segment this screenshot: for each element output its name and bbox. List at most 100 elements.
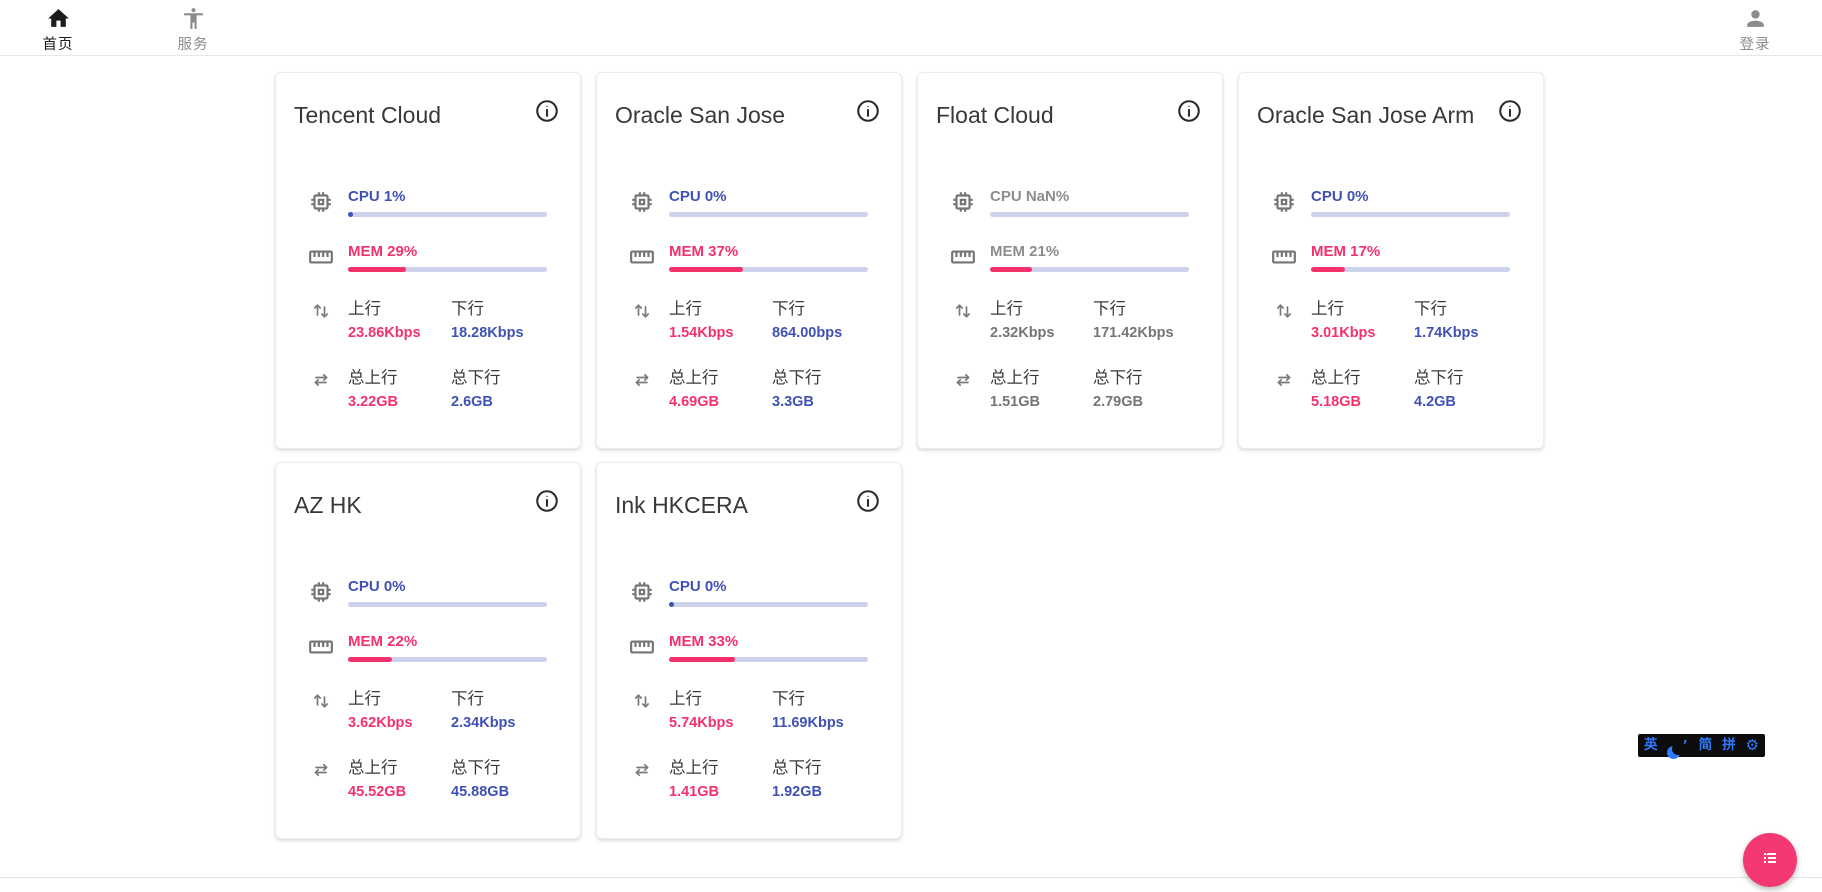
- mem-usage-label: MEM 37%: [669, 243, 739, 260]
- total-download-label: 总下行: [772, 369, 822, 387]
- mem-usage-label: MEM 29%: [348, 243, 418, 260]
- server-name: Float Cloud: [936, 102, 1054, 128]
- cpu-progress-bar: [990, 212, 1189, 217]
- download-value: 2.34Kbps: [451, 715, 516, 731]
- nav-login-label: 登录: [1739, 37, 1771, 53]
- swap-vert-icon: [615, 689, 669, 731]
- info-icon[interactable]: [1176, 98, 1202, 124]
- cpu-usage-label: CPU 0%: [1311, 188, 1369, 205]
- swap-vert-icon: [936, 299, 990, 341]
- total-download-label: 总下行: [451, 759, 501, 777]
- cpu-usage-label: CPU NaN%: [990, 188, 1070, 205]
- upload-value: 5.74Kbps: [669, 715, 734, 731]
- mem-progress-bar: [669, 657, 868, 662]
- upload-value: 2.32Kbps: [990, 325, 1055, 341]
- server-name: Oracle San Jose Arm: [1257, 102, 1475, 128]
- upload-label: 上行: [348, 690, 381, 708]
- swap-horiz-icon: [1257, 368, 1311, 410]
- swap-horiz-icon: [294, 368, 348, 410]
- mem-progress-bar: [348, 267, 547, 272]
- swap-vert-icon: [615, 299, 669, 341]
- swap-horiz-icon: [615, 368, 669, 410]
- home-icon: [46, 6, 71, 31]
- memory-ruler-icon: [294, 634, 348, 662]
- footer-divider: [0, 877, 1822, 878]
- nav-tab-services[interactable]: 服务: [138, 6, 248, 54]
- download-label: 下行: [451, 300, 484, 318]
- cpu-chip-icon: [615, 189, 669, 217]
- top-navbar: 首页 服务 登录: [0, 0, 1822, 56]
- nav-tab-label: 服务: [177, 37, 209, 53]
- server-name: Tencent Cloud: [294, 102, 442, 128]
- upload-label: 上行: [348, 300, 381, 318]
- cpu-usage-label: CPU 0%: [669, 578, 727, 595]
- total-upload-value: 1.41GB: [669, 784, 719, 800]
- info-icon[interactable]: [1497, 98, 1523, 124]
- total-download-label: 总下行: [772, 759, 822, 777]
- total-upload-label: 总上行: [1311, 369, 1361, 387]
- total-upload-label: 总上行: [669, 759, 719, 777]
- info-icon[interactable]: [855, 488, 881, 514]
- cpu-chip-icon: [294, 579, 348, 607]
- ime-toolbar: 英 ·’ 简 拼 ⚙: [1638, 734, 1765, 757]
- cpu-progress-bar: [348, 212, 547, 217]
- info-icon[interactable]: [855, 98, 881, 124]
- mem-usage-label: MEM 22%: [348, 633, 418, 650]
- memory-ruler-icon: [936, 244, 990, 272]
- upload-value: 3.62Kbps: [348, 715, 413, 731]
- server-list-fab[interactable]: [1743, 833, 1797, 887]
- cpu-progress-bar: [348, 602, 547, 607]
- download-value: 864.00bps: [772, 325, 843, 341]
- memory-ruler-icon: [615, 244, 669, 272]
- download-label: 下行: [1093, 300, 1126, 318]
- memory-ruler-icon: [294, 244, 348, 272]
- total-download-value: 3.3GB: [772, 394, 814, 410]
- ime-english-toggle[interactable]: 英: [1644, 737, 1658, 753]
- total-download-label: 总下行: [1093, 369, 1143, 387]
- nav-login[interactable]: 登录: [1700, 6, 1810, 54]
- download-value: 1.74Kbps: [1414, 325, 1479, 341]
- total-upload-value: 5.18GB: [1311, 394, 1361, 410]
- total-download-value: 45.88GB: [451, 784, 510, 800]
- total-upload-label: 总上行: [348, 369, 398, 387]
- download-label: 下行: [772, 300, 805, 318]
- nav-tab-home[interactable]: 首页: [3, 6, 113, 54]
- list-icon: [1758, 846, 1782, 875]
- account-icon: [1743, 6, 1768, 31]
- swap-vert-icon: [294, 299, 348, 341]
- swap-horiz-icon: [936, 368, 990, 410]
- download-label: 下行: [451, 690, 484, 708]
- server-cards-grid: Tencent Cloud CPU 1% MEM 29%: [275, 72, 1544, 839]
- info-icon[interactable]: [534, 98, 560, 124]
- memory-ruler-icon: [615, 634, 669, 662]
- ime-simplified-toggle[interactable]: 简: [1698, 737, 1713, 753]
- server-card: Ink HKCERA CPU 0% MEM 33%: [596, 462, 902, 839]
- cpu-usage-label: CPU 0%: [348, 578, 406, 595]
- mem-usage-label: MEM 21%: [990, 243, 1060, 260]
- cpu-chip-icon: [294, 189, 348, 217]
- upload-label: 上行: [669, 300, 702, 318]
- mem-progress-bar: [1311, 267, 1510, 272]
- server-card: Float Cloud CPU NaN% MEM 21%: [917, 72, 1223, 449]
- server-name: AZ HK: [294, 492, 362, 518]
- total-download-label: 总下行: [1414, 369, 1464, 387]
- upload-value: 23.86Kbps: [348, 325, 421, 341]
- swap-horiz-icon: [294, 758, 348, 800]
- download-value: 18.28Kbps: [451, 325, 524, 341]
- server-card: AZ HK CPU 0% MEM 22%: [275, 462, 581, 839]
- cpu-usage-label: CPU 0%: [669, 188, 727, 205]
- memory-ruler-icon: [1257, 244, 1311, 272]
- nav-tab-label: 首页: [42, 37, 74, 53]
- server-card: Oracle San Jose Arm CPU 0% MEM 17%: [1238, 72, 1544, 449]
- download-label: 下行: [1414, 300, 1447, 318]
- mem-progress-bar: [990, 267, 1189, 272]
- upload-label: 上行: [990, 300, 1023, 318]
- info-icon[interactable]: [534, 488, 560, 514]
- download-value: 171.42Kbps: [1093, 325, 1174, 341]
- mem-usage-label: MEM 33%: [669, 633, 739, 650]
- total-upload-label: 总上行: [348, 759, 398, 777]
- cpu-usage-label: CPU 1%: [348, 188, 406, 205]
- ime-pinyin-indicator[interactable]: 拼: [1722, 737, 1736, 753]
- total-upload-value: 4.69GB: [669, 394, 719, 410]
- gear-icon[interactable]: ⚙: [1745, 736, 1759, 754]
